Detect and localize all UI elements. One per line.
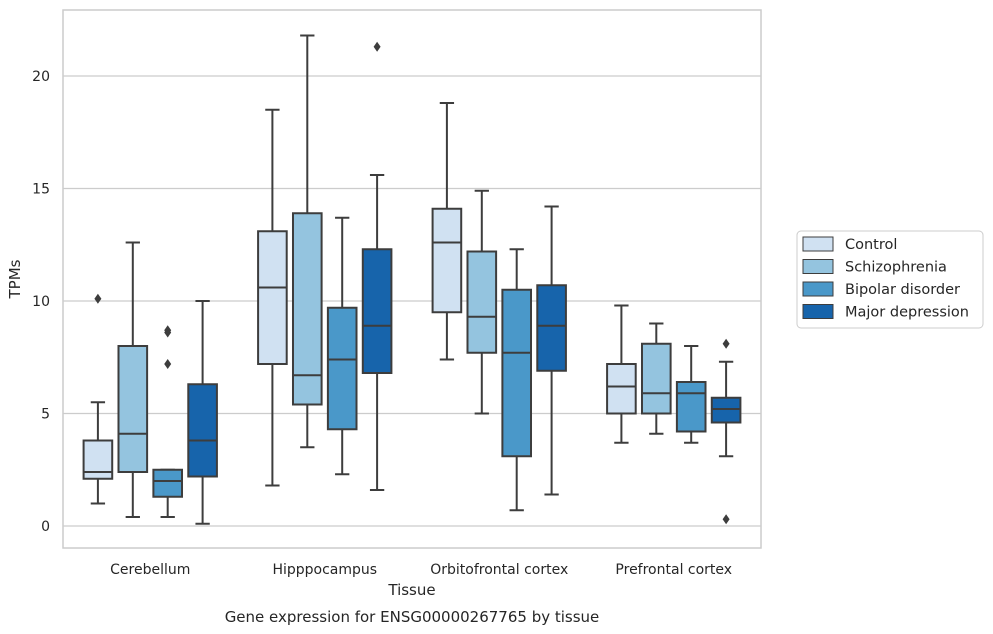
outlier-point — [373, 41, 381, 52]
box-schizophrenia-0 — [117, 241, 149, 518]
outlier-point — [94, 293, 102, 304]
box-major-depression-2 — [536, 205, 567, 496]
legend: Control Schizophrenia Bipolar disorder Majo… — [796, 230, 984, 329]
outlier-point — [164, 325, 172, 336]
box-control-3 — [606, 304, 637, 444]
y-tick-label: 5 — [41, 407, 50, 423]
iqr-box — [361, 248, 393, 374]
box-control-1 — [257, 108, 288, 487]
x-tick-labels: Cerebellum Hipppocampus Orbitofrontal cort… — [110, 562, 732, 578]
y-tick-label: 0 — [41, 519, 50, 535]
iqr-box — [257, 230, 288, 365]
plot-frame — [62, 9, 762, 549]
y-tick-label: 15 — [32, 182, 50, 198]
x-axis-label: Tissue — [387, 581, 435, 599]
legend-swatch — [802, 304, 834, 319]
legend-label: Control — [845, 237, 897, 253]
iqr-box — [187, 383, 218, 478]
box-plot-series — [82, 34, 742, 525]
box-major-depression-0 — [187, 300, 218, 525]
iqr-box — [501, 288, 533, 458]
x-tick-label: Prefrontal cortex — [615, 562, 732, 578]
box-bipolar-disorder-1 — [326, 216, 358, 476]
gridlines — [63, 75, 761, 527]
iqr-box — [152, 468, 184, 498]
box-bipolar-disorder-3 — [675, 345, 707, 444]
x-tick-label: Orbitofrontal cortex — [430, 562, 568, 578]
legend-label: Bipolar disorder — [845, 282, 960, 298]
outlier-point — [164, 359, 172, 369]
box-bipolar-disorder-2 — [501, 248, 533, 512]
y-axis-label: TPMs — [6, 259, 24, 299]
iqr-box — [117, 345, 149, 473]
x-tick-label: Cerebellum — [110, 562, 190, 578]
y-tick-label: 20 — [32, 69, 50, 85]
chart-caption: Gene expression for ENSG00000267765 by t… — [225, 608, 600, 626]
iqr-box — [291, 212, 323, 406]
box-major-depression-3 — [710, 338, 742, 525]
box-schizophrenia-1 — [291, 34, 323, 449]
x-tick-label: Hipppocampus — [272, 562, 377, 578]
iqr-box — [326, 306, 358, 431]
outlier-point — [722, 338, 730, 349]
legend-frame — [796, 230, 984, 329]
y-tick-label: 10 — [32, 294, 50, 310]
y-tick-labels: 0 5 10 15 20 — [32, 69, 50, 535]
iqr-box — [675, 381, 707, 433]
iqr-box — [431, 207, 463, 314]
box-control-2 — [431, 102, 463, 361]
box-major-depression-1 — [361, 41, 393, 491]
box-bipolar-disorder-0 — [152, 325, 184, 518]
box-schizophrenia-2 — [466, 189, 498, 415]
iqr-box — [710, 396, 742, 424]
outlier-point — [722, 514, 730, 525]
box-schizophrenia-3 — [640, 322, 672, 435]
legend-swatch — [802, 281, 834, 297]
iqr-box — [536, 284, 567, 372]
legend-label: Schizophrenia — [845, 260, 947, 276]
box-control-0 — [82, 293, 114, 505]
iqr-box — [606, 363, 637, 415]
legend-label: Major depression — [845, 305, 969, 321]
legend-swatch — [802, 259, 834, 274]
iqr-box — [82, 439, 114, 480]
iqr-box — [466, 250, 498, 354]
legend-swatch — [802, 236, 834, 252]
iqr-box — [640, 342, 672, 415]
